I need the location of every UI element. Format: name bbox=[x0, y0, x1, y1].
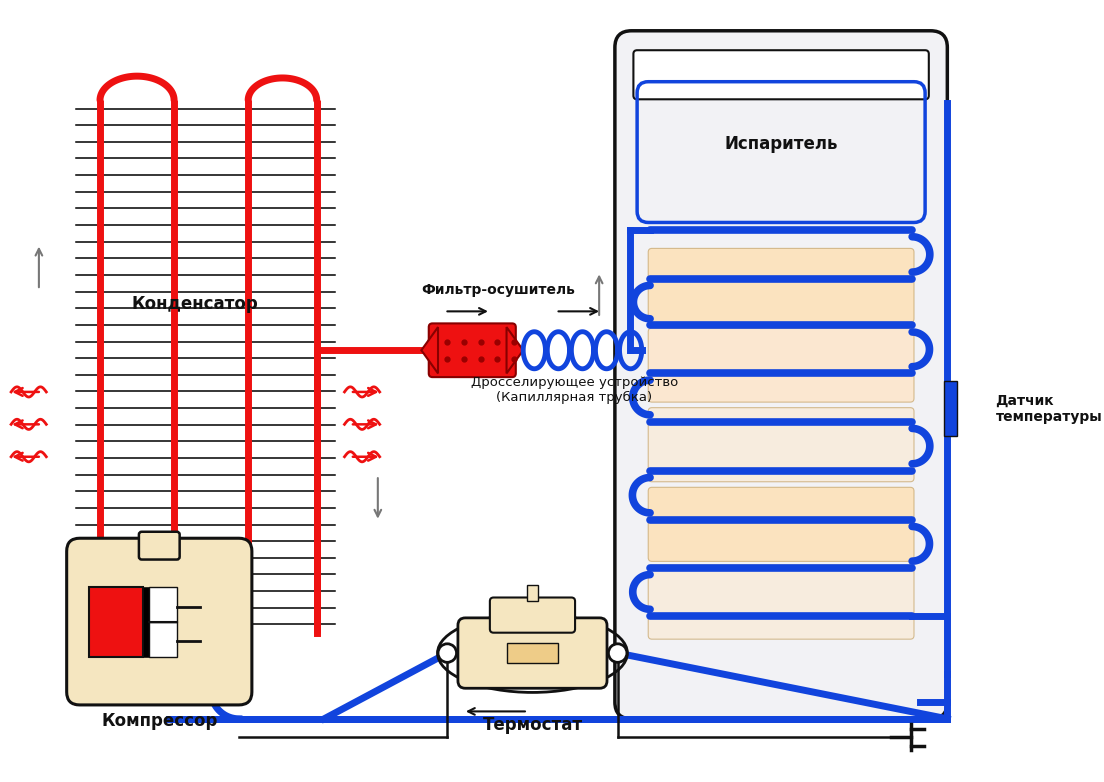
FancyBboxPatch shape bbox=[428, 324, 516, 377]
Bar bbox=[149, 587, 177, 622]
Circle shape bbox=[608, 644, 627, 662]
FancyBboxPatch shape bbox=[634, 50, 928, 99]
Text: Конденсатор: Конденсатор bbox=[131, 295, 258, 313]
Polygon shape bbox=[507, 327, 523, 374]
Bar bbox=[149, 622, 177, 657]
Text: Дросселирующее устройство
(Капиллярная трубка): Дросселирующее устройство (Капиллярная т… bbox=[470, 376, 678, 404]
Bar bbox=[142, 587, 149, 657]
Bar bbox=[527, 584, 538, 601]
FancyBboxPatch shape bbox=[490, 597, 575, 633]
Text: Фильтр-осушитель: Фильтр-осушитель bbox=[422, 283, 575, 297]
Text: Компрессор: Компрессор bbox=[102, 712, 217, 730]
FancyBboxPatch shape bbox=[615, 30, 947, 719]
Bar bbox=[507, 643, 558, 663]
FancyBboxPatch shape bbox=[66, 538, 252, 705]
Bar bbox=[89, 587, 142, 657]
Text: Испаритель: Испаритель bbox=[724, 135, 838, 152]
FancyBboxPatch shape bbox=[458, 618, 607, 688]
Polygon shape bbox=[422, 327, 438, 374]
Circle shape bbox=[438, 644, 457, 662]
FancyBboxPatch shape bbox=[648, 487, 914, 561]
FancyBboxPatch shape bbox=[944, 381, 956, 436]
Text: Датчик
температуры: Датчик температуры bbox=[996, 393, 1102, 424]
FancyBboxPatch shape bbox=[648, 328, 914, 402]
Text: Термостат: Термостат bbox=[482, 716, 583, 734]
FancyBboxPatch shape bbox=[139, 532, 180, 560]
FancyBboxPatch shape bbox=[648, 407, 914, 482]
FancyBboxPatch shape bbox=[648, 565, 914, 639]
FancyBboxPatch shape bbox=[648, 249, 914, 322]
